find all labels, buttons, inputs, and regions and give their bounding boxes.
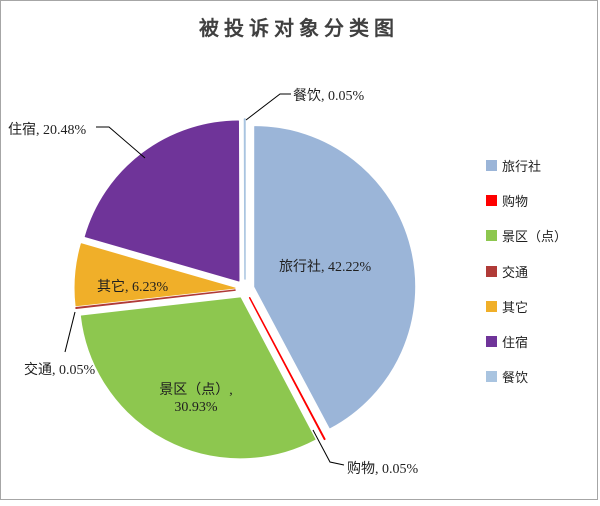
legend-label-dining: 餐饮 <box>502 370 529 386</box>
label-lodging: 住宿, 20.48% <box>8 123 87 138</box>
chart-title: 被投诉对象分类图 <box>199 18 399 40</box>
label-scenic-spot-line1: 景区（点）, <box>159 383 233 398</box>
legend-label-travel-agency: 旅行社 <box>502 159 542 175</box>
legend-label-scenic-spot: 景区（点） <box>502 229 568 245</box>
legend-swatch-scenic-spot <box>486 230 497 242</box>
pie-slice-travel-agency <box>254 126 416 429</box>
pie-slice-scenic-spot <box>80 297 316 459</box>
legend-item-shopping: 购物 <box>486 183 567 218</box>
label-scenic-spot: 景区（点）, 30.93% <box>146 382 246 416</box>
legend-item-lodging: 住宿 <box>486 324 567 359</box>
leader-line-lodging <box>96 126 146 159</box>
legend-swatch-shopping <box>486 195 497 207</box>
label-scenic-spot-line2: 30.93% <box>174 400 218 415</box>
pie-slice-transport <box>75 289 236 309</box>
label-shopping: 购物, 0.05% <box>347 462 419 477</box>
legend-swatch-travel-agency <box>486 160 497 172</box>
leader-line-transport <box>64 311 76 353</box>
legend-item-transport: 交通 <box>486 254 567 289</box>
label-dining: 餐饮, 0.05% <box>293 89 365 104</box>
label-transport: 交通, 0.05% <box>24 363 96 378</box>
pie-slice-shopping <box>248 297 326 441</box>
chart-legend: 旅行社 购物 景区（点） 交通 其它 住宿 餐饮 <box>486 148 567 394</box>
legend-item-travel-agency: 旅行社 <box>486 148 567 183</box>
legend-label-other: 其它 <box>502 299 529 315</box>
label-travel-agency: 旅行社, 42.22% <box>279 260 372 275</box>
legend-swatch-dining <box>486 371 497 383</box>
legend-item-dining: 餐饮 <box>486 359 567 394</box>
label-other: 其它, 6.23% <box>97 280 169 295</box>
legend-label-lodging: 住宿 <box>502 335 529 351</box>
pie-slice-lodging <box>84 120 240 282</box>
pie-slice-other <box>74 243 236 307</box>
legend-item-other: 其它 <box>486 289 567 324</box>
leader-line-dining <box>245 93 291 121</box>
legend-label-transport: 交通 <box>502 264 529 280</box>
legend-swatch-transport <box>486 265 497 277</box>
pie-slice-dining <box>243 118 246 280</box>
leader-line-shopping <box>312 429 345 466</box>
legend-item-scenic-spot: 景区（点） <box>486 218 567 253</box>
legend-swatch-lodging <box>486 336 497 348</box>
legend-label-shopping: 购物 <box>502 194 529 210</box>
legend-swatch-other <box>486 300 497 312</box>
